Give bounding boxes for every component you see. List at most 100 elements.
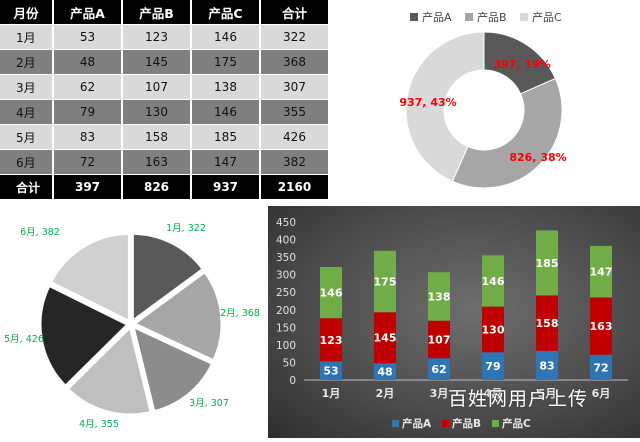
table-cell: 368 bbox=[260, 49, 330, 75]
donut-slice bbox=[451, 77, 563, 189]
bar-segment bbox=[590, 354, 612, 380]
pie-slice bbox=[38, 283, 131, 389]
pie-data-label: 2月, 368 bbox=[220, 308, 260, 319]
bar-data-label: 62 bbox=[431, 363, 446, 376]
bar-data-label: 163 bbox=[590, 320, 613, 333]
donut-data-label: 937, 43% bbox=[399, 96, 456, 109]
table-cell: 158 bbox=[122, 124, 192, 150]
bar-segment bbox=[482, 255, 504, 307]
pie-chart-panel: 1月, 322 2月, 368 3月, 307 4月, 355 5月, 426 6月, 3… bbox=[0, 206, 266, 438]
pie-data-label: 1月, 322 bbox=[166, 223, 206, 234]
table-cell: 6月 bbox=[0, 149, 54, 175]
bar-segment bbox=[428, 272, 450, 321]
legend-swatch bbox=[410, 13, 418, 21]
bar-segment bbox=[374, 312, 396, 364]
bar-segment bbox=[374, 363, 396, 380]
table-cell: 146 bbox=[191, 24, 261, 50]
bar-data-label: 175 bbox=[374, 276, 397, 289]
table-total-cell: 826 bbox=[122, 174, 192, 200]
y-tick-label: 200 bbox=[276, 305, 296, 317]
table-cell: 163 bbox=[122, 149, 192, 175]
divider-vertical-top bbox=[330, 0, 332, 206]
table-cell: 83 bbox=[53, 124, 123, 150]
bar-segment bbox=[536, 350, 558, 380]
legend-swatch bbox=[442, 420, 449, 427]
bar-data-label: 48 bbox=[377, 366, 392, 379]
pie-slice bbox=[65, 323, 154, 417]
x-tick-label: 6月 bbox=[592, 387, 611, 400]
table-cell: 53 bbox=[53, 24, 123, 50]
watermark-text: 百姓网用户上传 bbox=[448, 388, 589, 410]
table-cell: 426 bbox=[260, 124, 330, 150]
pie-data-label: 4月, 355 bbox=[79, 419, 119, 430]
table-cell: 3月 bbox=[0, 74, 54, 100]
bar-segment bbox=[320, 318, 342, 362]
bar-segment bbox=[320, 361, 342, 380]
table-total-cell: 937 bbox=[191, 174, 261, 200]
table-total-cell: 397 bbox=[53, 174, 123, 200]
pie-data-label: 6月, 382 bbox=[20, 227, 60, 238]
bar-data-label: 79 bbox=[485, 360, 500, 373]
stacked-bar-chart-panel: 0 50 100 150 200 250 300 350 400 450 53 123 146 1月 48 1… bbox=[268, 206, 640, 438]
bar-segment bbox=[428, 320, 450, 359]
table-header-row: 月份 产品A 产品B 产品C 合计 bbox=[0, 0, 330, 25]
x-tick-label: 1月 bbox=[322, 387, 341, 400]
bar-data-label: 72 bbox=[593, 361, 608, 374]
divider-horizontal bbox=[0, 204, 640, 206]
pie-chart: 1月, 322 2月, 368 3月, 307 4月, 355 5月, 426 6月, 3… bbox=[4, 223, 260, 430]
table-cell: 2月 bbox=[0, 49, 54, 75]
bar-data-label: 146 bbox=[320, 287, 343, 300]
y-tick-label: 50 bbox=[283, 357, 296, 369]
legend-label: 产品A bbox=[422, 10, 452, 24]
table-cell: 123 bbox=[122, 24, 192, 50]
table-cell: 147 bbox=[191, 149, 261, 175]
table-header-cell: 产品A bbox=[53, 0, 123, 25]
legend-label: 产品C bbox=[532, 10, 562, 24]
bar-data-label: 138 bbox=[428, 290, 451, 303]
table-cell: 1月 bbox=[0, 24, 54, 50]
bar-segment bbox=[536, 295, 558, 351]
table-total-cell: 合计 bbox=[0, 174, 54, 200]
bar-segment bbox=[482, 306, 504, 353]
table-row: 5月 83 158 185 426 bbox=[0, 124, 330, 150]
legend-swatch bbox=[392, 420, 399, 427]
bar-data-label: 146 bbox=[482, 275, 505, 288]
legend-label: 产品B bbox=[477, 10, 507, 24]
donut-data-label: 397, 19% bbox=[493, 58, 550, 71]
legend-swatch bbox=[492, 420, 499, 427]
bar-segment bbox=[374, 250, 396, 313]
y-tick-label: 300 bbox=[276, 270, 296, 282]
legend-label: 产品A bbox=[402, 417, 432, 430]
table-cell: 130 bbox=[122, 99, 192, 125]
table-header-cell: 产品C bbox=[191, 0, 261, 25]
table-cell: 4月 bbox=[0, 99, 54, 125]
bar-segment bbox=[482, 352, 504, 380]
legend-swatch bbox=[520, 13, 528, 21]
table-cell: 382 bbox=[260, 149, 330, 175]
y-tick-label: 400 bbox=[276, 235, 296, 247]
legend-swatch bbox=[465, 13, 473, 21]
donut-slice bbox=[405, 31, 485, 183]
bar-data-label: 185 bbox=[536, 257, 559, 270]
stacked-bar-chart: 0 50 100 150 200 250 300 350 400 450 53 123 146 1月 48 1… bbox=[276, 217, 628, 430]
pie-slice bbox=[130, 231, 206, 325]
y-tick-label: 450 bbox=[276, 217, 296, 229]
table-body: 1月 53 123 146 322 2月 48 145 175 368 3月 62 107 138 307 4… bbox=[0, 24, 330, 200]
table-row: 2月 48 145 175 368 bbox=[0, 49, 330, 75]
x-tick-label: 3月 bbox=[430, 387, 449, 400]
table-cell: 48 bbox=[53, 49, 123, 75]
y-tick-label: 0 bbox=[289, 375, 296, 387]
bar-data-label: 53 bbox=[323, 365, 338, 378]
table-cell: 62 bbox=[53, 74, 123, 100]
pie-slice bbox=[130, 323, 215, 414]
table-cell: 5月 bbox=[0, 124, 54, 150]
table-row: 3月 62 107 138 307 bbox=[0, 74, 330, 100]
bar-segment bbox=[536, 230, 558, 296]
x-tick-label: 5月 bbox=[538, 387, 557, 400]
x-tick-label: 4月 bbox=[484, 387, 503, 400]
y-tick-label: 250 bbox=[276, 287, 296, 299]
table-cell: 307 bbox=[260, 74, 330, 100]
table-total-row: 合计 397 826 937 2160 bbox=[0, 174, 330, 200]
bar-segment bbox=[590, 297, 612, 355]
bar-data-label: 145 bbox=[374, 332, 397, 345]
